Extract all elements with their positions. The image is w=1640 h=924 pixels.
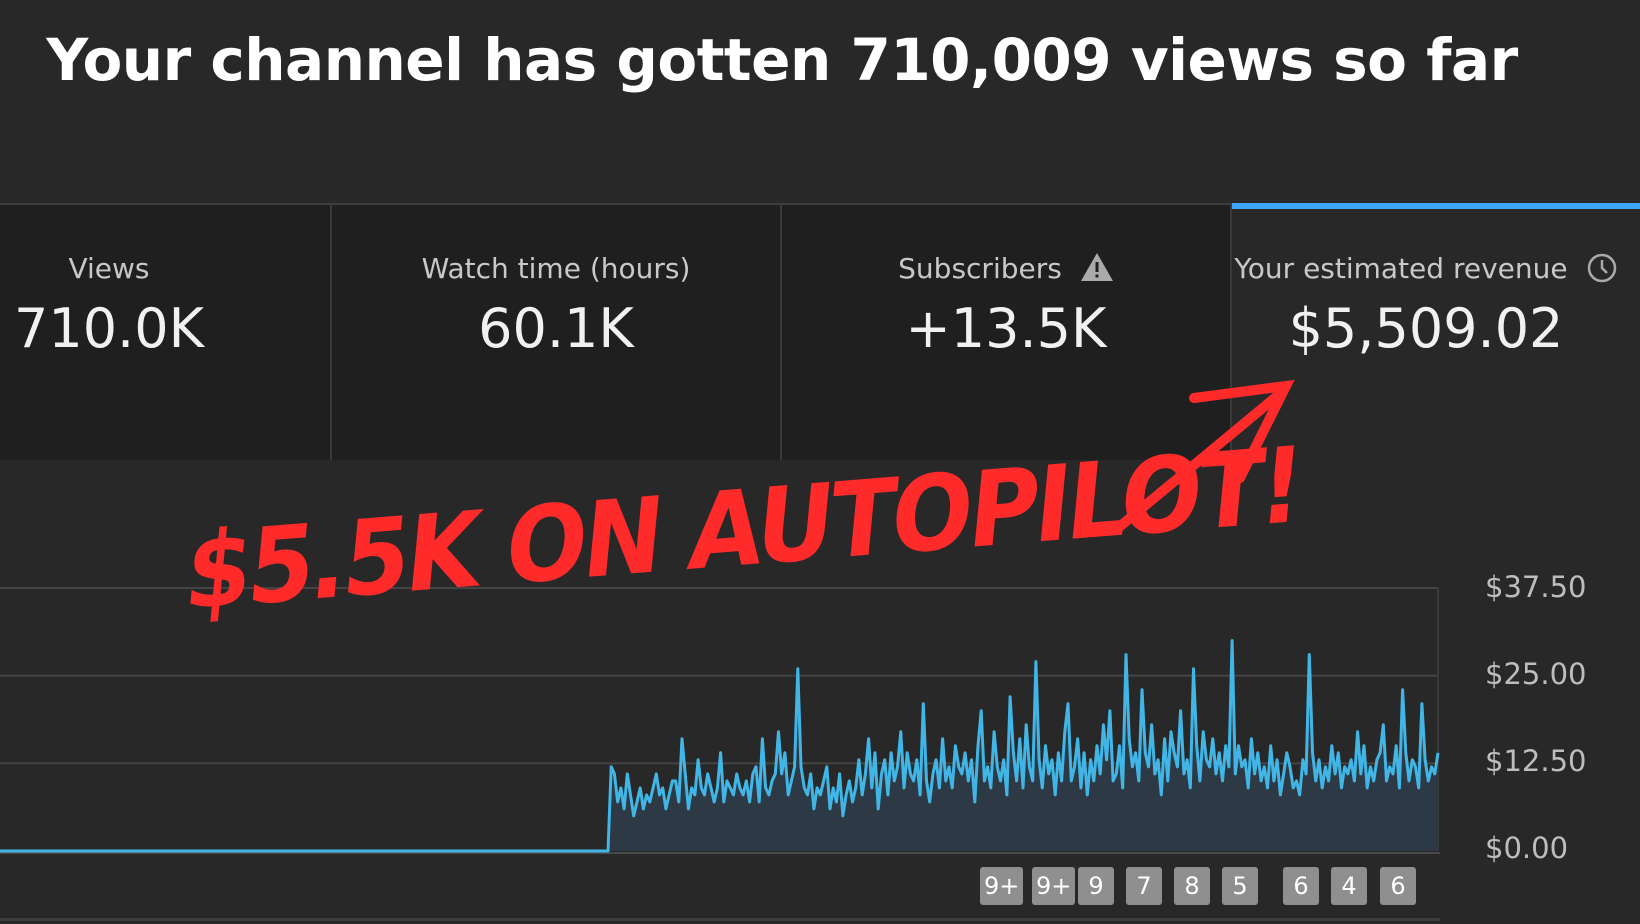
metric-card-watch-time[interactable]: Watch time (hours) 60.1K [332, 205, 782, 460]
y-tick-label: $12.50 [1485, 744, 1587, 778]
page-title: Your channel has gotten 710,009 views so… [46, 26, 1518, 94]
metric-value: 60.1K [478, 297, 634, 360]
warning-triangle-icon[interactable] [1080, 252, 1114, 282]
metric-card-views[interactable]: Views 710.0K [0, 205, 332, 460]
annotation-badge[interactable]: 7 [1126, 867, 1162, 905]
clock-icon[interactable] [1586, 252, 1618, 284]
metric-card-revenue[interactable]: Your estimated revenue $5,509.02 [1232, 203, 1640, 460]
divider [0, 918, 1440, 921]
annotation-badge[interactable]: 6 [1380, 867, 1416, 905]
y-tick-label: $25.00 [1485, 657, 1587, 691]
series-area [0, 640, 1438, 851]
metric-label-row: Your estimated revenue [1212, 252, 1640, 285]
metric-label: Views [68, 252, 150, 285]
metric-cards: Views 710.0K Watch time (hours) 60.1K Su… [0, 203, 1640, 460]
metric-label: Subscribers [898, 252, 1062, 285]
annotation-badge[interactable]: 9 [1078, 867, 1114, 905]
metric-label: Watch time (hours) [421, 252, 691, 285]
annotation-badge[interactable]: 6 [1283, 867, 1319, 905]
divider [0, 203, 1640, 205]
metric-label-row: Subscribers [782, 252, 1230, 285]
metric-value: +13.5K [905, 297, 1107, 360]
y-tick-label: $37.50 [1485, 570, 1587, 604]
annotation-badge[interactable]: 5 [1222, 867, 1258, 905]
annotation-badge[interactable]: 4 [1331, 867, 1367, 905]
metric-label: Your estimated revenue [1234, 252, 1568, 285]
series-line [0, 639, 1440, 853]
metric-value: $5,509.02 [1288, 297, 1564, 360]
annotation-badge[interactable]: 9+ [980, 867, 1024, 905]
selected-indicator [1232, 203, 1640, 209]
metric-value: 710.0K [13, 297, 204, 360]
annotation-badge[interactable]: 8 [1174, 867, 1210, 905]
annotation-badge[interactable]: 9+ [1032, 867, 1076, 905]
y-tick-label: $0.00 [1485, 831, 1569, 865]
